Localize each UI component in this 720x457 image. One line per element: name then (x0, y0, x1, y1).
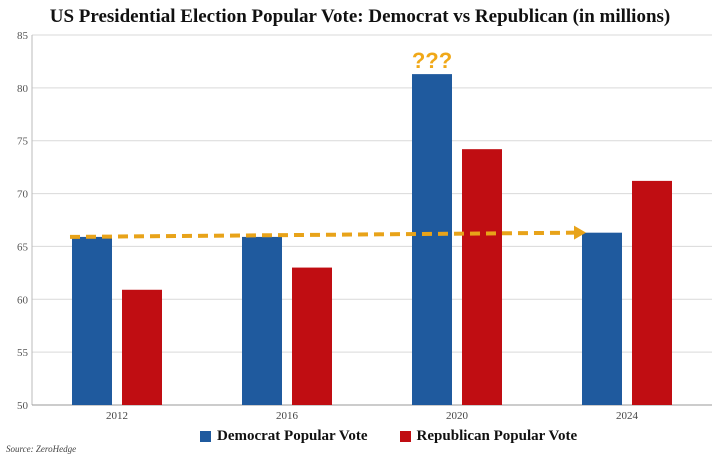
y-tick-label: 60 (17, 294, 29, 306)
trend-arrow-head (574, 225, 586, 240)
x-tick-label: 2020 (446, 410, 469, 422)
republican-bar-2020 (462, 149, 502, 405)
republican-bar-2012 (122, 289, 162, 405)
y-tick-label: 80 (17, 83, 29, 95)
x-tick-label: 2024 (616, 410, 639, 422)
trend-dashed-line (69, 230, 577, 239)
republican-bar-2016 (292, 267, 332, 405)
democrat-bar-2016 (242, 236, 282, 405)
legend-label-republican: Republican Popular Vote (416, 428, 578, 444)
democrat-bar-2012 (72, 236, 112, 405)
question-marks-annotation: ??? (412, 48, 452, 73)
legend-item-republican: Republican Popular Vote (399, 428, 578, 445)
democrat-bar-2020 (412, 74, 452, 405)
legend: Democrat Popular Vote Republican Popular… (200, 428, 599, 445)
x-tick-label: 2012 (106, 410, 128, 422)
y-tick-label: 70 (17, 189, 29, 201)
y-tick-label: 55 (17, 347, 29, 359)
y-tick-label: 65 (17, 241, 29, 253)
y-tick-label: 75 (17, 136, 29, 148)
legend-swatch-republican (399, 431, 411, 442)
legend-item-democrat: Democrat Popular Vote (200, 428, 368, 445)
republican-bar-2024 (632, 180, 672, 405)
source-note: Source: ZeroHedge (6, 444, 77, 454)
chart-title: US Presidential Election Popular Vote: D… (49, 6, 671, 27)
legend-swatch-democrat (200, 431, 211, 442)
y-tick-label: 85 (17, 30, 29, 42)
democrat-bar-2024 (582, 232, 622, 405)
legend-label-democrat: Democrat Popular Vote (217, 428, 368, 444)
x-tick-label: 2016 (276, 410, 299, 422)
y-tick-label: 50 (17, 400, 29, 412)
